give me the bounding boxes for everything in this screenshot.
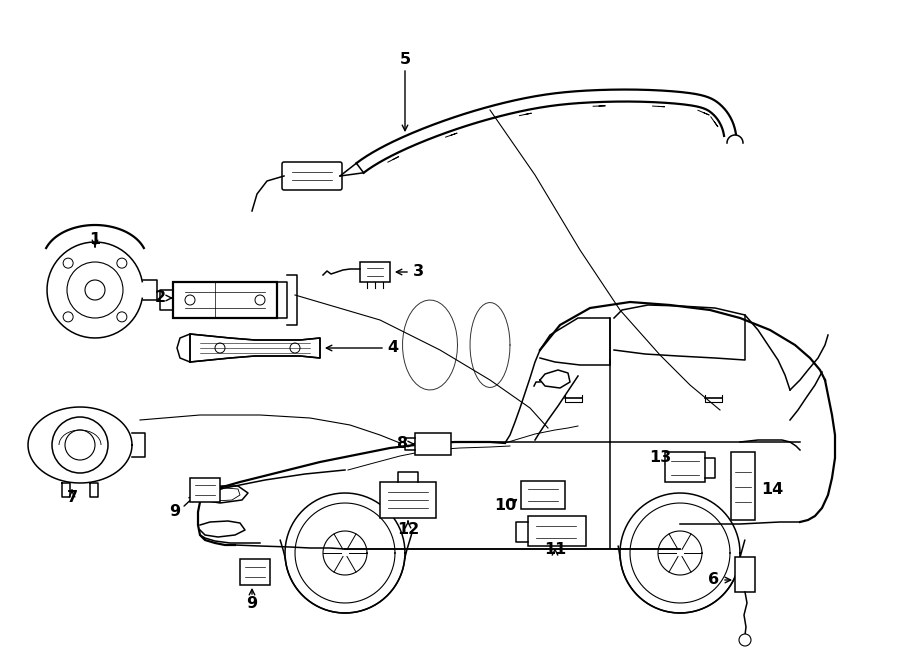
- FancyBboxPatch shape: [528, 516, 586, 546]
- FancyBboxPatch shape: [521, 481, 565, 509]
- Polygon shape: [190, 334, 320, 362]
- Text: 1: 1: [89, 233, 101, 247]
- Circle shape: [117, 258, 127, 268]
- Text: 9: 9: [247, 596, 257, 611]
- FancyBboxPatch shape: [380, 482, 436, 518]
- FancyBboxPatch shape: [415, 433, 451, 455]
- Text: 5: 5: [400, 52, 410, 67]
- Circle shape: [739, 634, 751, 646]
- FancyBboxPatch shape: [190, 478, 220, 502]
- FancyBboxPatch shape: [665, 452, 705, 482]
- Text: 14: 14: [760, 483, 783, 498]
- FancyBboxPatch shape: [173, 282, 277, 318]
- Circle shape: [63, 312, 73, 322]
- Text: 2: 2: [155, 290, 166, 305]
- Text: 10: 10: [494, 498, 516, 512]
- Text: 13: 13: [649, 451, 671, 465]
- Text: 12: 12: [397, 522, 419, 537]
- Circle shape: [63, 258, 73, 268]
- FancyBboxPatch shape: [282, 162, 342, 190]
- Text: 4: 4: [387, 340, 399, 356]
- Text: 9: 9: [169, 504, 181, 520]
- Circle shape: [117, 312, 127, 322]
- FancyBboxPatch shape: [360, 262, 390, 282]
- Text: 3: 3: [412, 264, 424, 280]
- Text: 6: 6: [708, 572, 720, 588]
- FancyBboxPatch shape: [731, 452, 755, 520]
- Text: 7: 7: [67, 490, 77, 504]
- Text: 8: 8: [398, 436, 409, 451]
- FancyBboxPatch shape: [240, 559, 270, 585]
- FancyBboxPatch shape: [735, 557, 755, 592]
- Text: 11: 11: [544, 543, 566, 557]
